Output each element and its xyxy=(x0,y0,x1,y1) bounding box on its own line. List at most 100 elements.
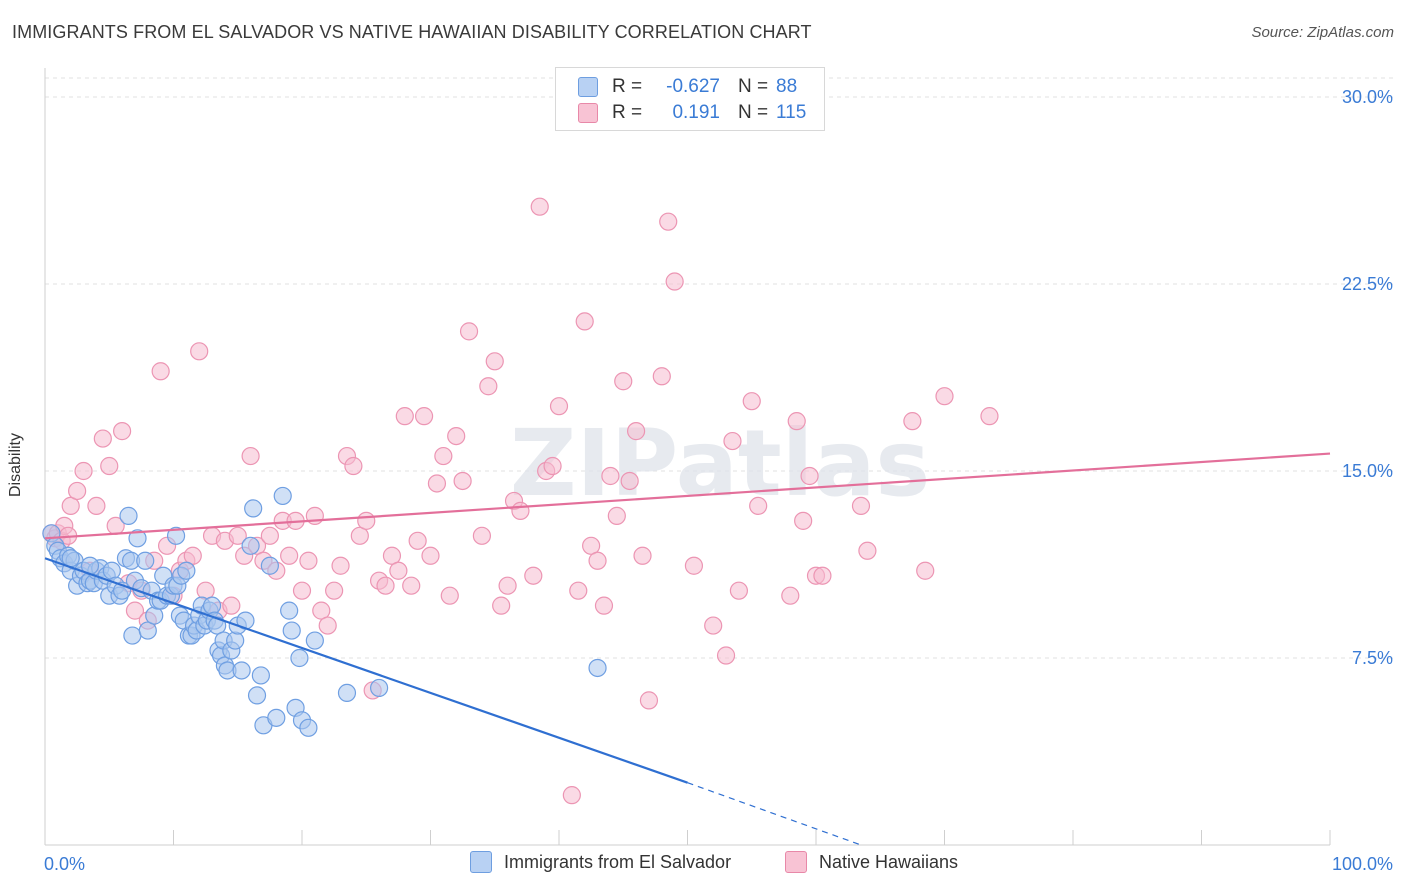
data-point xyxy=(251,666,270,685)
data-point xyxy=(485,352,504,371)
data-point xyxy=(222,596,241,615)
data-point xyxy=(749,496,768,516)
data-point xyxy=(781,586,800,605)
data-point xyxy=(620,471,639,491)
y-tick-label: 7.5% xyxy=(1352,648,1393,668)
data-point xyxy=(704,616,723,635)
legend-item-pink[interactable]: Native Hawaiians xyxy=(785,851,958,873)
data-point xyxy=(312,601,331,620)
data-point xyxy=(851,496,871,516)
data-point xyxy=(742,392,761,411)
data-point xyxy=(787,412,806,431)
data-point xyxy=(241,536,260,555)
data-point xyxy=(575,312,594,331)
data-point xyxy=(232,661,251,680)
trend-line-blue-extension xyxy=(687,782,862,846)
data-point xyxy=(421,546,440,565)
data-point xyxy=(794,511,813,530)
data-point xyxy=(472,526,491,545)
data-point xyxy=(569,581,588,600)
data-point xyxy=(684,556,704,575)
data-point xyxy=(524,566,543,585)
data-point xyxy=(434,446,453,466)
data-point xyxy=(633,546,652,565)
data-point xyxy=(273,486,292,506)
data-point xyxy=(408,531,427,550)
r-label: R = xyxy=(612,76,643,97)
data-point xyxy=(427,474,447,493)
r-value: -0.627 xyxy=(666,76,720,97)
data-point xyxy=(350,526,369,545)
stats-legend: R = -0.627 N = 88 R = 0.191 N = 115 xyxy=(555,67,825,131)
legend-label: Native Hawaiians xyxy=(819,851,959,872)
data-point xyxy=(183,546,202,565)
chart-title: IMMIGRANTS FROM EL SALVADOR VS NATIVE HA… xyxy=(12,22,812,42)
data-point xyxy=(125,601,145,620)
data-point xyxy=(87,496,106,516)
data-point xyxy=(723,431,742,451)
data-point xyxy=(226,631,245,650)
data-point xyxy=(357,511,376,530)
data-point xyxy=(177,561,196,580)
data-point xyxy=(344,456,363,476)
data-point xyxy=(511,501,530,520)
data-point xyxy=(389,561,408,580)
data-point xyxy=(594,596,614,615)
data-point xyxy=(138,621,157,640)
data-point xyxy=(903,412,922,431)
data-point xyxy=(492,596,511,615)
data-point xyxy=(800,466,819,486)
grid-lines xyxy=(45,77,1395,659)
x-tick-label: 0.0% xyxy=(44,854,85,874)
legend-item-blue[interactable]: Immigrants from El Salvador xyxy=(470,851,731,873)
data-point xyxy=(61,496,80,516)
data-point xyxy=(813,566,832,585)
pink-swatch-icon xyxy=(785,851,807,873)
data-point xyxy=(331,556,350,575)
data-point xyxy=(639,691,659,710)
data-point xyxy=(305,631,324,650)
data-point xyxy=(202,596,222,615)
source-label: Source: ZipAtlas.com xyxy=(1251,24,1394,41)
data-point xyxy=(614,372,633,391)
r-label: R = xyxy=(612,102,643,123)
data-point xyxy=(299,718,318,737)
data-point xyxy=(74,461,93,481)
data-point xyxy=(282,621,301,640)
data-point xyxy=(280,546,299,565)
pink-points xyxy=(42,197,999,805)
data-point xyxy=(459,322,479,341)
blue-swatch-icon xyxy=(470,851,492,873)
n-value: 88 xyxy=(776,76,798,97)
legend-row-pink: R = 0.191 N = 115 xyxy=(578,102,806,124)
data-point xyxy=(337,683,357,703)
data-point xyxy=(290,648,309,668)
data-point xyxy=(498,576,517,595)
data-point xyxy=(588,551,607,570)
data-point xyxy=(453,471,472,491)
data-point xyxy=(729,581,749,600)
data-point xyxy=(935,387,954,406)
y-tick-labels: 7.5% 15.0% 22.5% 30.0% xyxy=(1342,87,1393,668)
data-point xyxy=(601,466,620,486)
trend-line-blue xyxy=(44,557,688,784)
data-point xyxy=(292,581,312,600)
data-point xyxy=(299,551,318,570)
trend-lines xyxy=(44,452,1331,846)
data-point xyxy=(136,551,155,570)
data-point xyxy=(562,786,581,805)
data-point xyxy=(370,678,389,698)
legend-label: Immigrants from El Salvador xyxy=(504,851,732,872)
data-point xyxy=(260,556,279,575)
data-point xyxy=(241,446,260,466)
data-point xyxy=(858,541,877,560)
y-tick-label: 15.0% xyxy=(1342,461,1393,481)
data-point xyxy=(123,626,142,645)
data-point xyxy=(166,526,186,545)
data-point xyxy=(659,212,678,231)
n-label: N = xyxy=(738,76,769,97)
data-point xyxy=(100,456,119,476)
data-point xyxy=(325,581,344,600)
data-point xyxy=(716,646,736,665)
data-point xyxy=(93,429,112,448)
